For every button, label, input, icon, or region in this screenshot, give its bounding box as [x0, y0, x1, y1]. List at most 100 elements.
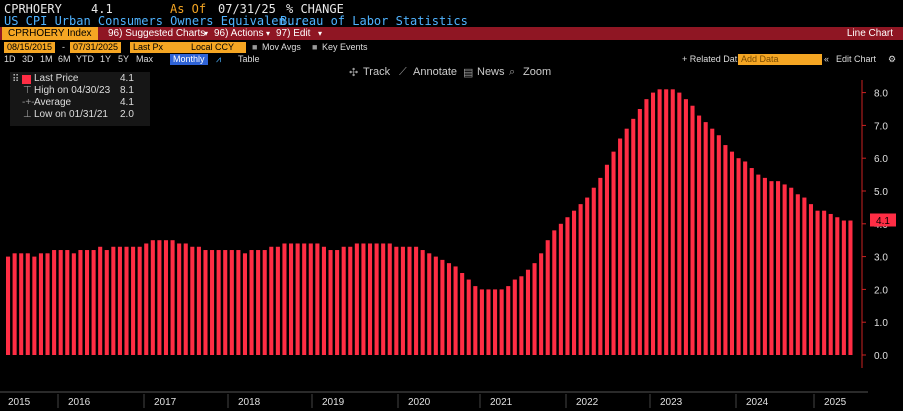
range-max[interactable]: Max — [136, 54, 154, 64]
chart-bar[interactable] — [58, 250, 63, 355]
chart-bar[interactable] — [433, 256, 438, 355]
edit-menu[interactable]: 97) Edit — [276, 28, 311, 39]
description-text[interactable]: US CPI Urban Consumers Owners Equivalen.… — [4, 14, 308, 28]
chart-bar[interactable] — [308, 243, 313, 355]
chart-bar[interactable] — [157, 240, 162, 355]
chart-bar[interactable] — [295, 243, 300, 355]
add-data-input[interactable]: Add Data — [738, 54, 822, 65]
chart-bar[interactable] — [657, 89, 662, 355]
chart-bar[interactable] — [585, 197, 590, 355]
chart-bar[interactable] — [776, 181, 781, 355]
chart-bar[interactable] — [400, 246, 405, 355]
mov-avgs-checkbox[interactable]: ■ — [252, 42, 258, 52]
chart-bar[interactable] — [572, 210, 577, 355]
chart-bar[interactable] — [460, 273, 465, 355]
chart-bar[interactable] — [848, 220, 853, 355]
gear-icon[interactable]: ⚙ — [888, 54, 897, 64]
chart-bar[interactable] — [736, 158, 741, 355]
chart-bar[interactable] — [302, 243, 307, 355]
chart-bar[interactable] — [841, 220, 846, 355]
chart-bar[interactable] — [756, 174, 761, 355]
chart-bar[interactable] — [703, 122, 708, 356]
chart-bar[interactable] — [131, 246, 136, 355]
chart-type-label[interactable]: Line Chart — [846, 28, 893, 39]
chart-bar[interactable] — [506, 286, 511, 355]
track-icon[interactable]: ✣ — [349, 67, 359, 79]
chart-bar[interactable] — [45, 253, 50, 355]
chart-bar[interactable] — [618, 138, 623, 355]
chart-bar[interactable] — [6, 256, 11, 355]
actions-menu[interactable]: 96) Actions — [214, 28, 264, 39]
chart-bar[interactable] — [150, 240, 155, 355]
chart-bar[interactable] — [835, 217, 840, 355]
range-ytd[interactable]: YTD — [76, 54, 94, 64]
chart-bar[interactable] — [111, 246, 116, 355]
chart-bar[interactable] — [282, 243, 287, 355]
chart-bar[interactable] — [328, 250, 333, 355]
chart-bar[interactable] — [19, 253, 24, 355]
chart-bar[interactable] — [203, 250, 208, 355]
chart-bar[interactable] — [650, 92, 656, 355]
chart-bar[interactable] — [716, 135, 721, 355]
chart-bar[interactable] — [539, 253, 544, 355]
chart-bar[interactable] — [802, 197, 807, 355]
chart-bar[interactable] — [196, 246, 201, 355]
chart-bar[interactable] — [486, 289, 491, 355]
chart-bar[interactable] — [565, 217, 570, 355]
chart-bar[interactable] — [519, 276, 524, 355]
suggested-charts-menu[interactable]: 96) Suggested Charts — [108, 28, 206, 39]
chart-bar[interactable] — [104, 250, 109, 355]
source-text[interactable]: Bureau of Labor Statistics — [280, 14, 468, 28]
chart-bar[interactable] — [91, 250, 96, 355]
chart-bar[interactable] — [512, 279, 517, 355]
range-1d[interactable]: 1D — [4, 54, 16, 64]
chart-bar[interactable] — [420, 250, 425, 355]
chart-bar[interactable] — [190, 246, 195, 355]
chart-bar[interactable] — [440, 259, 445, 355]
chart-bar[interactable] — [789, 187, 794, 355]
chart-bar[interactable] — [578, 204, 583, 355]
chart-bar[interactable] — [381, 243, 386, 355]
chart-bar[interactable] — [170, 240, 175, 355]
chart-bar[interactable] — [828, 213, 833, 355]
chart-bar[interactable] — [591, 187, 596, 355]
chart-bar[interactable] — [446, 263, 452, 355]
frequency-select[interactable]: Monthly — [170, 54, 208, 65]
chevron-down-icon[interactable]: ▾ — [204, 29, 209, 38]
chart-bar[interactable] — [25, 253, 30, 355]
chevron-down-icon[interactable]: ▾ — [266, 29, 271, 38]
chart-bar[interactable] — [117, 246, 122, 355]
chart-bar[interactable] — [78, 250, 83, 355]
chart-bar[interactable] — [611, 151, 616, 355]
chart-bar[interactable] — [269, 246, 274, 355]
chart-bar[interactable] — [137, 246, 142, 355]
annotate-button[interactable]: Annotate — [413, 66, 458, 78]
chart-bar[interactable] — [361, 243, 366, 355]
field-select[interactable]: Last Px — [130, 42, 188, 53]
chart-bar[interactable] — [84, 250, 90, 355]
related-data-button[interactable]: + Related Dat — [682, 54, 738, 64]
chart-bar[interactable] — [453, 266, 458, 355]
chart-bar[interactable] — [177, 243, 182, 355]
chart-bar[interactable] — [697, 115, 702, 355]
news-button[interactable]: News — [477, 66, 505, 78]
chart-bar[interactable] — [236, 250, 241, 355]
chart-bar[interactable] — [683, 99, 688, 355]
chart-bar[interactable] — [71, 253, 76, 355]
chart-style-icon[interactable]: ⩘ — [216, 54, 222, 64]
chart-bar[interactable] — [644, 99, 649, 355]
range-3d[interactable]: 3D — [22, 54, 34, 64]
chart-bar[interactable] — [604, 164, 609, 355]
chart-bar[interactable] — [367, 243, 373, 355]
chart-bar[interactable] — [394, 246, 399, 355]
chart-bar[interactable] — [749, 168, 754, 355]
chart-bar[interactable] — [335, 250, 340, 355]
pencil-icon[interactable]: ⟋ — [399, 66, 407, 78]
chart-bar[interactable] — [473, 286, 478, 355]
chart-bar[interactable] — [249, 250, 254, 355]
collapse-icon[interactable]: « — [824, 54, 830, 64]
legend-handle[interactable]: ⠿ — [12, 74, 20, 85]
chart-bar[interactable] — [341, 246, 346, 355]
chart-bar[interactable] — [32, 256, 37, 355]
table-button[interactable]: Table — [238, 54, 260, 64]
